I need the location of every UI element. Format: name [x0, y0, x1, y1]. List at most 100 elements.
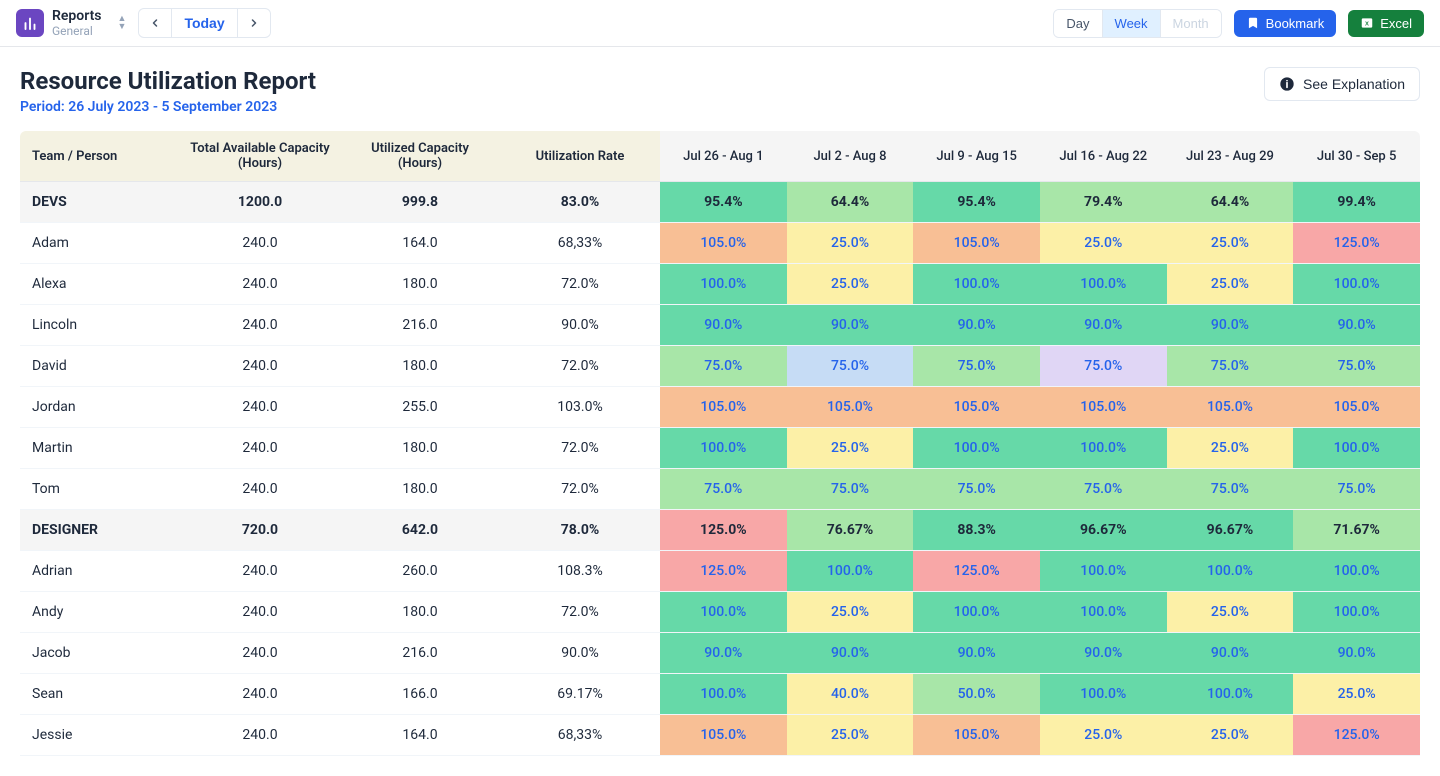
- next-button[interactable]: [238, 11, 270, 35]
- week-cell[interactable]: 75.0%: [660, 469, 787, 510]
- week-cell[interactable]: 25.0%: [787, 715, 914, 756]
- row-value-cell: 90.0%: [500, 633, 660, 674]
- app-badge[interactable]: Reports General ▲▼: [16, 8, 126, 38]
- week-cell[interactable]: 90.0%: [913, 633, 1040, 674]
- week-cell[interactable]: 100.0%: [1293, 592, 1420, 633]
- week-cell[interactable]: 25.0%: [1167, 592, 1294, 633]
- week-cell[interactable]: 75.0%: [787, 469, 914, 510]
- week-cell[interactable]: 90.0%: [787, 305, 914, 346]
- week-cell[interactable]: 100.0%: [1293, 264, 1420, 305]
- week-cell[interactable]: 25.0%: [787, 592, 914, 633]
- bookmark-button[interactable]: Bookmark: [1234, 10, 1337, 37]
- week-cell[interactable]: 25.0%: [787, 223, 914, 264]
- week-cell[interactable]: 75.0%: [1167, 469, 1294, 510]
- prev-button[interactable]: [139, 11, 171, 35]
- week-cell[interactable]: 100.0%: [913, 592, 1040, 633]
- table-group-row: DESIGNER720.0642.078.0%125.0%76.67%88.3%…: [20, 510, 1420, 551]
- week-cell[interactable]: 25.0%: [1040, 223, 1167, 264]
- row-value-cell: 68,33%: [500, 223, 660, 264]
- table-header-week-cell: Jul 16 - Aug 22: [1040, 131, 1167, 182]
- week-cell[interactable]: 100.0%: [1293, 551, 1420, 592]
- week-cell[interactable]: 100.0%: [787, 551, 914, 592]
- table-row: Tom240.0180.072.0%75.0%75.0%75.0%75.0%75…: [20, 469, 1420, 510]
- week-cell[interactable]: 25.0%: [787, 264, 914, 305]
- period-toggle: Day Week Month: [1053, 9, 1221, 38]
- excel-button[interactable]: X Excel: [1348, 10, 1424, 37]
- week-cell[interactable]: 100.0%: [913, 428, 1040, 469]
- week-cell[interactable]: 90.0%: [660, 633, 787, 674]
- week-cell[interactable]: 25.0%: [1293, 674, 1420, 715]
- week-cell[interactable]: 90.0%: [787, 633, 914, 674]
- week-cell[interactable]: 90.0%: [913, 305, 1040, 346]
- row-value-cell: 240.0: [180, 551, 340, 592]
- week-cell[interactable]: 75.0%: [1293, 346, 1420, 387]
- topbar: Reports General ▲▼ Today Day Week Month …: [0, 0, 1440, 47]
- week-cell[interactable]: 90.0%: [1293, 305, 1420, 346]
- week-cell[interactable]: 125.0%: [1293, 715, 1420, 756]
- week-cell[interactable]: 100.0%: [660, 264, 787, 305]
- week-cell[interactable]: 105.0%: [660, 715, 787, 756]
- week-cell[interactable]: 75.0%: [913, 469, 1040, 510]
- week-cell[interactable]: 105.0%: [787, 387, 914, 428]
- page-title: Resource Utilization Report: [20, 67, 316, 95]
- week-cell[interactable]: 75.0%: [1040, 469, 1167, 510]
- week-cell[interactable]: 125.0%: [1293, 223, 1420, 264]
- week-cell[interactable]: 100.0%: [1167, 674, 1294, 715]
- see-explanation-button[interactable]: See Explanation: [1264, 67, 1420, 101]
- week-cell[interactable]: 90.0%: [1293, 633, 1420, 674]
- week-cell[interactable]: 75.0%: [1040, 346, 1167, 387]
- week-cell[interactable]: 90.0%: [1167, 633, 1294, 674]
- week-cell[interactable]: 100.0%: [660, 674, 787, 715]
- today-button[interactable]: Today: [171, 9, 237, 37]
- row-value-cell: 164.0: [340, 715, 500, 756]
- week-cell[interactable]: 25.0%: [1167, 715, 1294, 756]
- week-cell[interactable]: 75.0%: [913, 346, 1040, 387]
- week-cell[interactable]: 105.0%: [1040, 387, 1167, 428]
- week-cell[interactable]: 100.0%: [1040, 551, 1167, 592]
- week-cell[interactable]: 105.0%: [913, 223, 1040, 264]
- week-cell[interactable]: 100.0%: [1040, 264, 1167, 305]
- week-cell[interactable]: 100.0%: [1040, 428, 1167, 469]
- week-cell[interactable]: 100.0%: [1040, 592, 1167, 633]
- week-cell[interactable]: 90.0%: [1040, 633, 1167, 674]
- row-value-cell: 720.0: [180, 510, 340, 551]
- week-cell[interactable]: 100.0%: [660, 592, 787, 633]
- week-cell[interactable]: 105.0%: [660, 223, 787, 264]
- week-cell[interactable]: 25.0%: [1167, 428, 1294, 469]
- week-cell[interactable]: 100.0%: [1167, 551, 1294, 592]
- week-cell[interactable]: 105.0%: [913, 387, 1040, 428]
- week-cell[interactable]: 90.0%: [1167, 305, 1294, 346]
- week-cell[interactable]: 100.0%: [1040, 674, 1167, 715]
- week-cell[interactable]: 75.0%: [1167, 346, 1294, 387]
- row-name-cell: Sean: [20, 674, 180, 715]
- row-value-cell: 240.0: [180, 428, 340, 469]
- week-cell[interactable]: 100.0%: [660, 428, 787, 469]
- week-cell[interactable]: 105.0%: [913, 715, 1040, 756]
- week-cell[interactable]: 75.0%: [660, 346, 787, 387]
- dropdown-chevrons-icon[interactable]: ▲▼: [118, 15, 127, 31]
- week-cell[interactable]: 25.0%: [787, 428, 914, 469]
- period-day[interactable]: Day: [1054, 10, 1102, 37]
- week-cell[interactable]: 105.0%: [660, 387, 787, 428]
- week-cell[interactable]: 125.0%: [660, 551, 787, 592]
- week-cell[interactable]: 105.0%: [1293, 387, 1420, 428]
- week-cell[interactable]: 75.0%: [1293, 469, 1420, 510]
- week-cell[interactable]: 75.0%: [787, 346, 914, 387]
- week-cell[interactable]: 125.0%: [913, 551, 1040, 592]
- week-cell[interactable]: 100.0%: [1293, 428, 1420, 469]
- period-month[interactable]: Month: [1161, 10, 1221, 37]
- app-subtitle: General: [52, 24, 102, 38]
- period-week[interactable]: Week: [1103, 10, 1161, 37]
- week-cell[interactable]: 90.0%: [660, 305, 787, 346]
- week-cell[interactable]: 90.0%: [1040, 305, 1167, 346]
- page-header: Resource Utilization Report Period: 26 J…: [0, 47, 1440, 131]
- week-cell[interactable]: 100.0%: [913, 264, 1040, 305]
- week-cell[interactable]: 50.0%: [913, 674, 1040, 715]
- bar-chart-icon: [16, 9, 44, 37]
- week-cell[interactable]: 25.0%: [1040, 715, 1167, 756]
- week-cell[interactable]: 25.0%: [1167, 223, 1294, 264]
- week-cell[interactable]: 40.0%: [787, 674, 914, 715]
- week-cell[interactable]: 105.0%: [1167, 387, 1294, 428]
- week-cell[interactable]: 25.0%: [1167, 264, 1294, 305]
- row-value-cell: 180.0: [340, 264, 500, 305]
